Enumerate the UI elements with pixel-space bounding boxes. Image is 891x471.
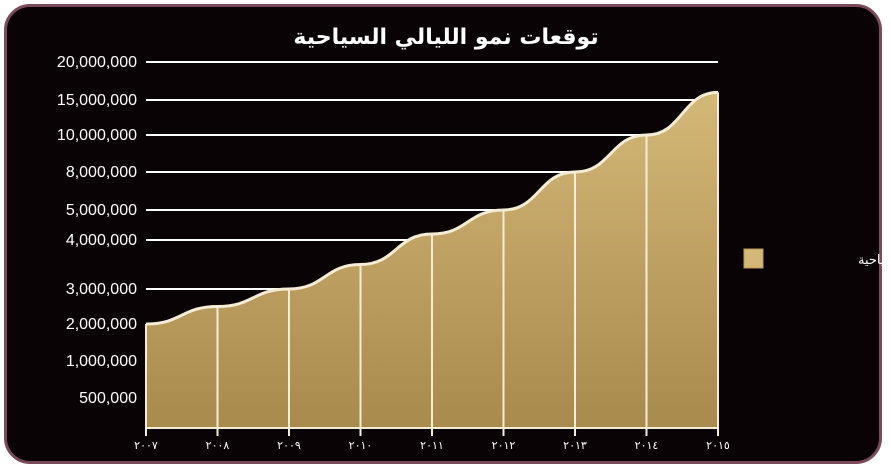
x-tick-label: ٢٠١٣ <box>563 439 587 452</box>
legend-swatch <box>743 248 764 269</box>
x-tick-label: ٢٠١٢ <box>492 439 516 452</box>
x-tick-label: ٢٠١٠ <box>349 439 373 452</box>
y-tick-label: 5,000,000 <box>66 202 137 219</box>
chart-title: توقعات نمو الليالي السياحية <box>293 25 598 50</box>
x-tick-label: ٢٠٠٧ <box>134 439 158 452</box>
y-tick-label: 3,000,000 <box>66 281 137 298</box>
x-tick-label: ٢٠١٤ <box>635 439 659 452</box>
x-tick-label: ٢٠١١ <box>420 439 444 452</box>
y-tick-label: 1,000,000 <box>66 353 137 370</box>
y-tick-label: 4,000,000 <box>66 232 137 249</box>
series-line <box>145 90 719 326</box>
y-tick-label: 8,000,000 <box>66 164 137 181</box>
y-tick-label: 500,000 <box>79 390 137 407</box>
x-tick-label: ٢٠٠٩ <box>277 439 301 452</box>
y-tick-label: 15,000,000 <box>57 92 137 109</box>
x-tick-label: ٢٠١٥ <box>706 439 730 452</box>
legend-label: الليالي السياحية <box>858 253 891 268</box>
y-tick-label: 10,000,000 <box>57 127 137 144</box>
y-tick-label: 2,000,000 <box>66 316 137 333</box>
y-tick-label: 20,000,000 <box>57 54 137 71</box>
x-tick-label: ٢٠٠٨ <box>206 439 230 452</box>
